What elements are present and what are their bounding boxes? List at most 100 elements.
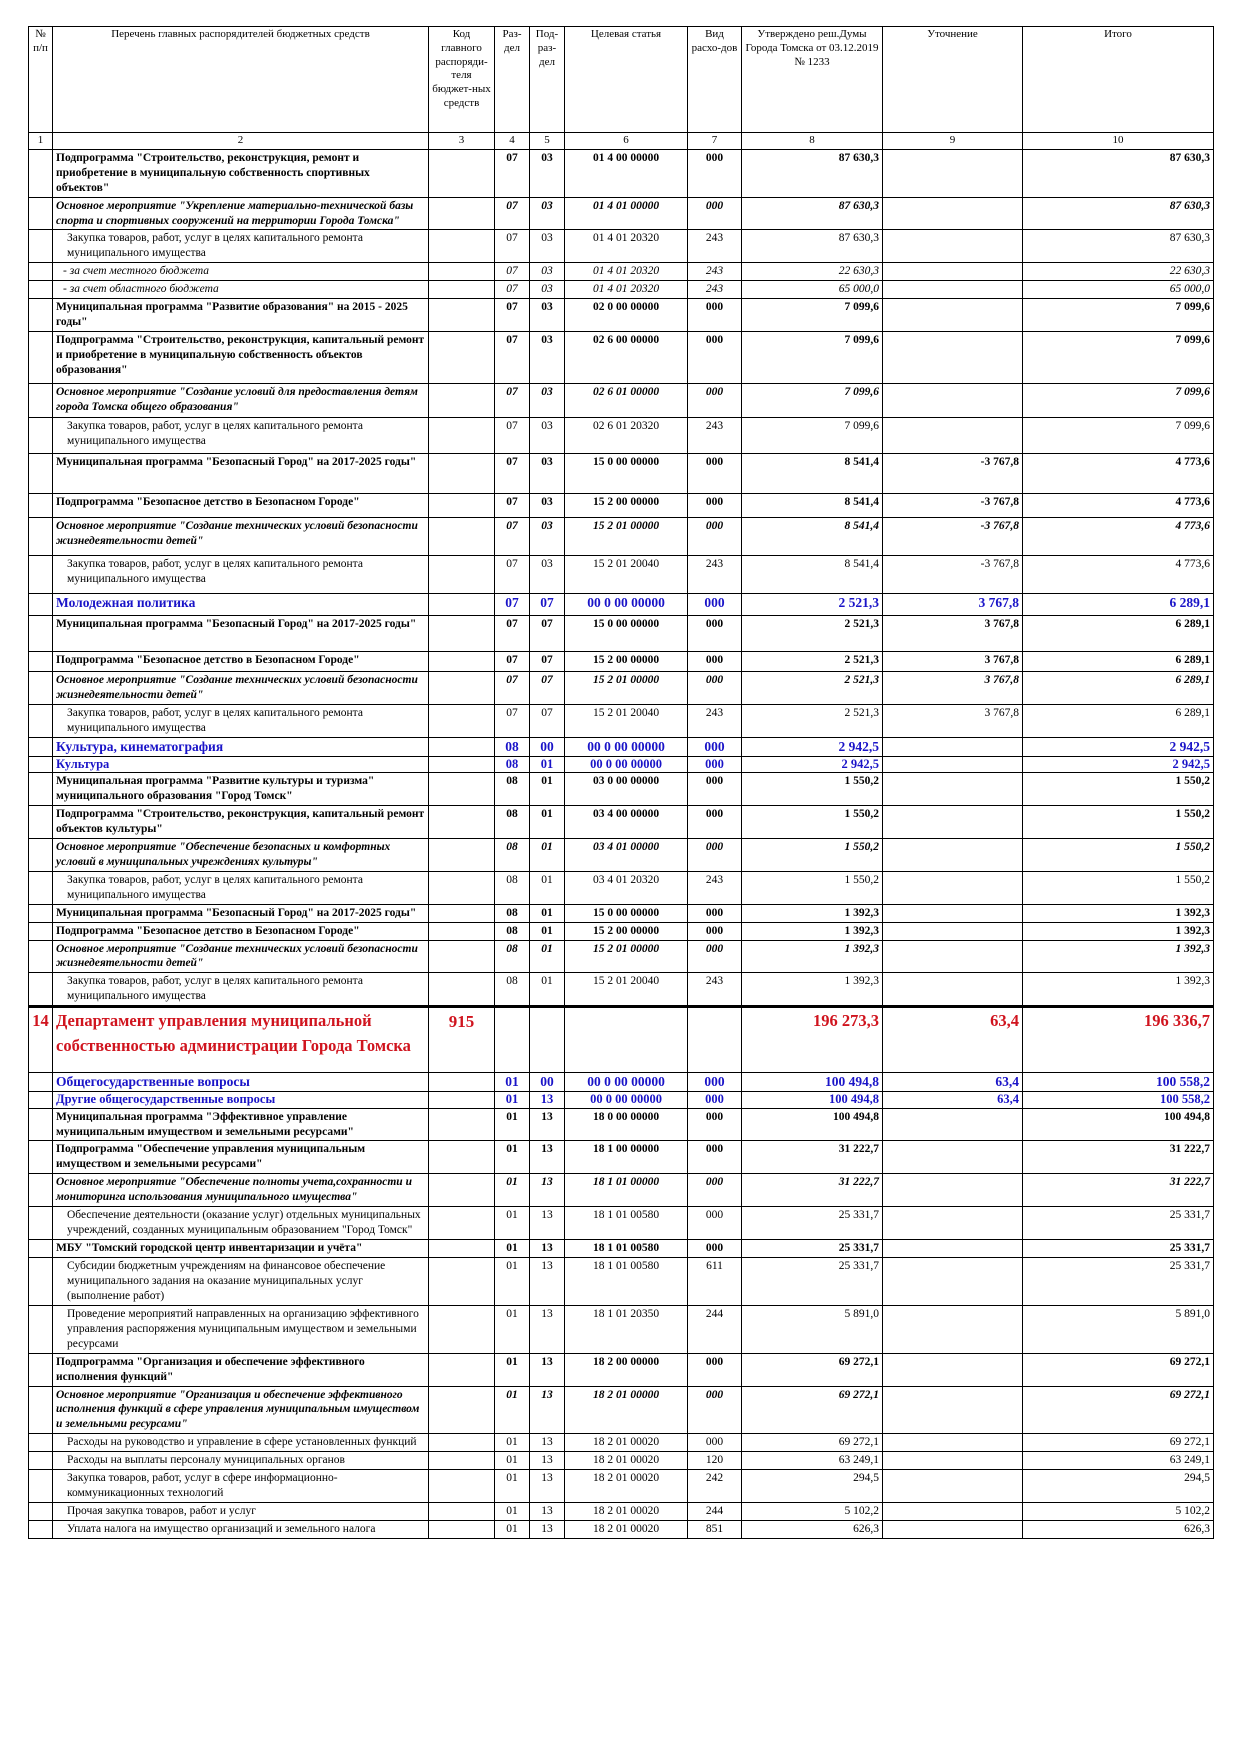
row-number bbox=[28, 671, 53, 705]
row-podrazdel: 03 bbox=[529, 383, 565, 419]
row-change: 63,4 bbox=[882, 1072, 1023, 1093]
row-target: 15 2 01 00000 bbox=[564, 517, 688, 557]
row-total: 87 630,3 bbox=[1022, 196, 1214, 231]
row-change bbox=[882, 383, 1023, 419]
row-total: 1 550,2 bbox=[1022, 870, 1214, 905]
row-change bbox=[882, 1140, 1023, 1175]
row-podrazdel: 13 bbox=[529, 1206, 565, 1241]
row-number bbox=[28, 755, 53, 774]
row-change: -3 767,8 bbox=[882, 453, 1023, 495]
table-row: Основное мероприятие "Обеспечение полнот… bbox=[28, 1173, 1214, 1208]
row-code bbox=[428, 262, 495, 282]
row-vid: 000 bbox=[687, 755, 742, 774]
row-name: Общегосударственные вопросы bbox=[52, 1072, 429, 1093]
row-approved: 63 249,1 bbox=[741, 1451, 883, 1471]
row-change bbox=[882, 1107, 1023, 1142]
table-row: - за счет местного бюджета 07 03 01 4 01 20… bbox=[28, 262, 1214, 282]
row-approved: 2 521,3 bbox=[741, 703, 883, 738]
row-target: 15 0 00 00000 bbox=[564, 615, 688, 653]
row-vid: 000 bbox=[687, 1140, 742, 1175]
row-approved: 25 331,7 bbox=[741, 1239, 883, 1258]
row-number bbox=[28, 298, 53, 333]
header-code: Код главного распоряди-теля бюджет-ных с… bbox=[428, 26, 495, 133]
row-code bbox=[428, 555, 495, 595]
row-number bbox=[28, 1451, 53, 1471]
row-vid: 000 bbox=[687, 736, 742, 758]
row-total: 25 331,7 bbox=[1022, 1239, 1214, 1258]
row-number bbox=[28, 1520, 53, 1539]
row-code bbox=[428, 1451, 495, 1471]
row-vid: 243 bbox=[687, 280, 742, 300]
row-total: 2 942,5 bbox=[1022, 736, 1214, 758]
table-row: Обеспечение деятельности (оказание услуг… bbox=[28, 1206, 1214, 1241]
row-target: 01 4 01 20320 bbox=[564, 262, 688, 282]
row-code bbox=[428, 1433, 495, 1453]
row-number bbox=[28, 1469, 53, 1504]
row-approved: 8 541,4 bbox=[741, 555, 883, 595]
row-number bbox=[28, 939, 53, 974]
row-approved: 25 331,7 bbox=[741, 1206, 883, 1241]
row-vid: 243 bbox=[687, 972, 742, 1008]
row-target: 18 2 01 00000 bbox=[564, 1385, 688, 1435]
row-code bbox=[428, 903, 495, 923]
row-razdel: 08 bbox=[494, 736, 530, 758]
row-number bbox=[28, 651, 53, 673]
row-podrazdel: 03 bbox=[529, 493, 565, 519]
row-razdel: 01 bbox=[494, 1502, 530, 1521]
col-number: 4 bbox=[494, 132, 530, 150]
row-razdel: 07 bbox=[494, 651, 530, 673]
row-code bbox=[428, 1239, 495, 1258]
table-row: Подпрограмма "Строительство, реконструкц… bbox=[28, 331, 1214, 385]
row-target: 01 4 01 20320 bbox=[564, 280, 688, 300]
row-razdel: 01 bbox=[494, 1107, 530, 1142]
row-number bbox=[28, 417, 53, 455]
row-approved: 1 550,2 bbox=[741, 870, 883, 905]
row-number bbox=[28, 383, 53, 419]
row-name: Другие общегосударственные вопросы bbox=[52, 1091, 429, 1109]
row-vid: 851 bbox=[687, 1520, 742, 1539]
row-number bbox=[28, 493, 53, 519]
row-code bbox=[428, 703, 495, 738]
row-target: 01 4 01 00000 bbox=[564, 196, 688, 231]
row-name: Муниципальная программа "Развитие образо… bbox=[52, 298, 429, 333]
row-vid: 000 bbox=[687, 903, 742, 923]
row-vid: 000 bbox=[687, 196, 742, 231]
row-vid: 000 bbox=[687, 1352, 742, 1387]
row-target: 00 0 00 00000 bbox=[564, 593, 688, 617]
row-podrazdel: 13 bbox=[529, 1257, 565, 1306]
table-row: Другие общегосударственные вопросы 01 13 00… bbox=[28, 1091, 1214, 1109]
row-name: Муниципальная программа "Безопасный Горо… bbox=[52, 453, 429, 495]
row-number bbox=[28, 772, 53, 806]
row-target: 02 6 01 00000 bbox=[564, 383, 688, 419]
table-row: Основное мероприятие "Создание техническ… bbox=[28, 671, 1214, 705]
row-razdel: 08 bbox=[494, 837, 530, 872]
row-code: 915 bbox=[428, 1005, 495, 1074]
row-target: 02 6 00 00000 bbox=[564, 331, 688, 385]
header-podrazdel: Под-раз-дел bbox=[529, 26, 565, 133]
row-code bbox=[428, 1206, 495, 1241]
row-vid: 000 bbox=[687, 1072, 742, 1093]
row-podrazdel: 03 bbox=[529, 280, 565, 300]
budget-table: № п/п Перечень главных распорядителей бю… bbox=[28, 26, 1214, 1539]
row-approved: 31 222,7 bbox=[741, 1140, 883, 1175]
row-change: -3 767,8 bbox=[882, 493, 1023, 519]
row-razdel: 07 bbox=[494, 417, 530, 455]
row-change bbox=[882, 1352, 1023, 1387]
row-target: 15 2 00 00000 bbox=[564, 493, 688, 519]
row-change bbox=[882, 939, 1023, 974]
row-podrazdel: 13 bbox=[529, 1304, 565, 1354]
row-podrazdel: 01 bbox=[529, 921, 565, 941]
table-row: Основное мероприятие "Создание техническ… bbox=[28, 517, 1214, 557]
row-target: 03 4 01 00000 bbox=[564, 837, 688, 872]
row-razdel: 08 bbox=[494, 921, 530, 941]
row-target: 15 2 01 20040 bbox=[564, 555, 688, 595]
row-name: Основное мероприятие "Организация и обес… bbox=[52, 1385, 429, 1435]
row-code bbox=[428, 1072, 495, 1093]
row-code bbox=[428, 805, 495, 839]
row-number bbox=[28, 517, 53, 557]
row-target: 01 4 00 00000 bbox=[564, 148, 688, 198]
row-change: 3 767,8 bbox=[882, 593, 1023, 617]
row-total: 5 891,0 bbox=[1022, 1304, 1214, 1354]
row-vid: 000 bbox=[687, 298, 742, 333]
row-podrazdel: 07 bbox=[529, 615, 565, 653]
